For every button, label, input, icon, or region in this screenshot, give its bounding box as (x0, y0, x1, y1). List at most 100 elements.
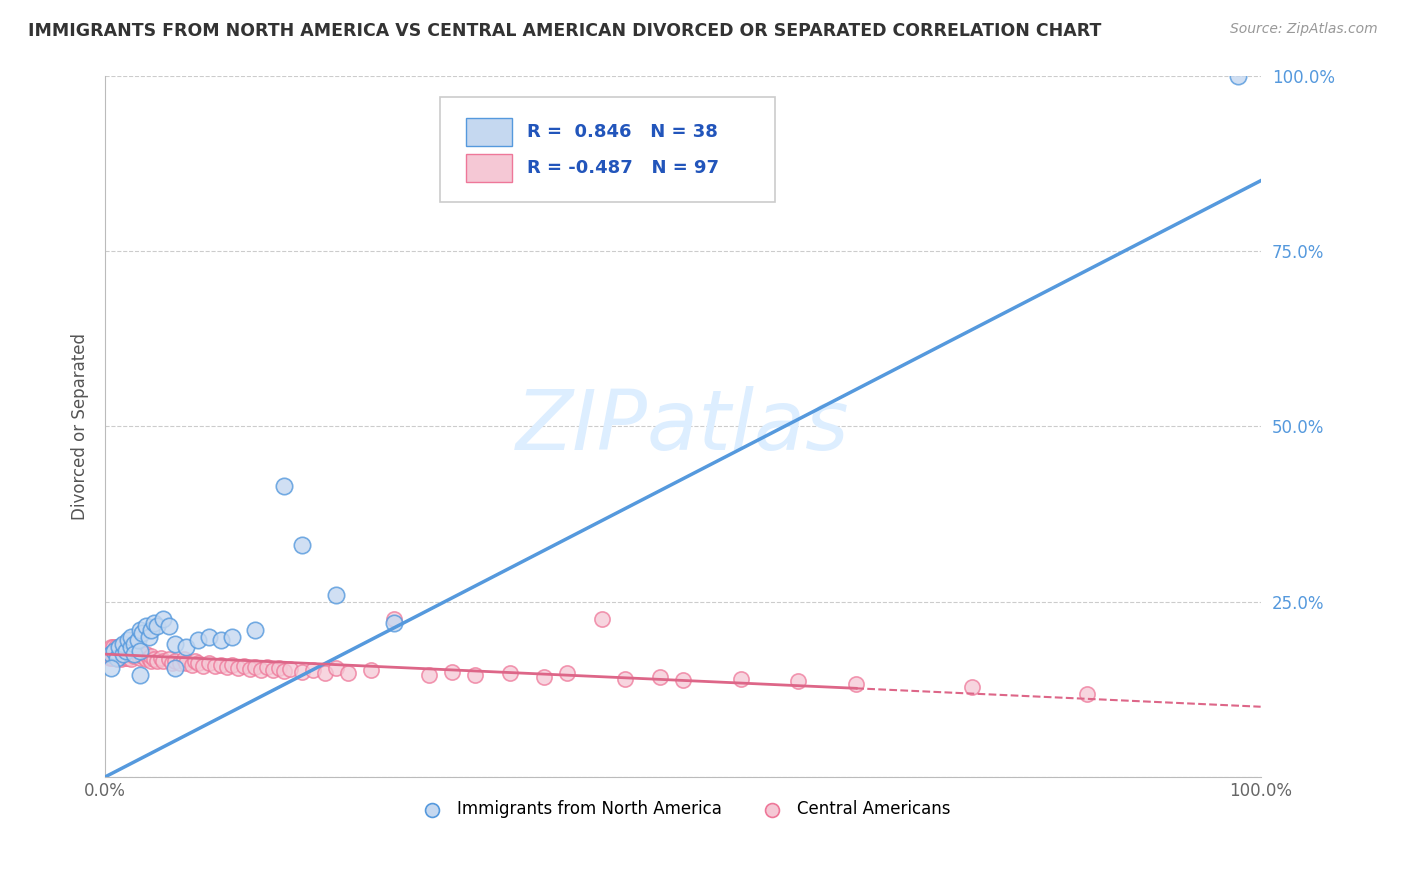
Point (336, 666, 359, 681)
Point (142, 615, 165, 630)
Point (267, 661, 290, 675)
Point (97, 643, 120, 657)
Point (180, 657, 202, 672)
Point (120, 652, 142, 666)
Point (108, 647, 131, 661)
Point (360, 663, 382, 677)
Point (131, 649, 153, 664)
Point (122, 649, 145, 664)
Point (122, 647, 145, 661)
Point (111, 640, 134, 654)
Point (135, 647, 157, 661)
Point (138, 630, 160, 644)
Text: IMMIGRANTS FROM NORTH AMERICA VS CENTRAL AMERICAN DIVORCED OR SEPARATED CORRELAT: IMMIGRANTS FROM NORTH AMERICA VS CENTRAL… (28, 22, 1101, 40)
Point (105, 642, 128, 657)
Point (498, 666, 520, 681)
Point (128, 645, 150, 659)
Point (120, 630, 142, 644)
Point (221, 657, 243, 672)
Point (127, 633, 149, 648)
Point (256, 660, 278, 674)
Point (114, 647, 136, 661)
Point (115, 642, 138, 657)
Point (291, 665, 314, 679)
FancyBboxPatch shape (465, 154, 512, 182)
Point (273, 664, 295, 678)
Point (101, 650, 124, 665)
Point (122, 637, 145, 651)
FancyBboxPatch shape (465, 118, 512, 145)
Point (131, 626, 153, 640)
Text: R =  0.846   N = 38: R = 0.846 N = 38 (527, 122, 718, 141)
Point (157, 652, 180, 666)
Point (100, 640, 122, 654)
Point (215, 660, 238, 674)
Point (209, 633, 232, 648)
Point (104, 645, 127, 659)
Point (104, 640, 127, 654)
Point (160, 657, 183, 671)
Point (142, 652, 165, 666)
Point (239, 662, 262, 676)
Point (464, 668, 486, 682)
Point (174, 640, 197, 654)
Point (262, 663, 284, 677)
Point (111, 647, 134, 661)
FancyBboxPatch shape (440, 96, 775, 202)
Point (221, 630, 243, 644)
Point (128, 668, 150, 682)
Point (100, 661, 122, 675)
Point (173, 652, 195, 666)
Point (187, 633, 209, 648)
Point (112, 643, 135, 657)
Point (111, 637, 134, 651)
Point (648, 669, 671, 683)
Point (245, 659, 267, 673)
Point (440, 665, 463, 679)
Point (157, 619, 180, 633)
Point (146, 619, 169, 633)
Point (245, 623, 267, 637)
Point (198, 656, 221, 670)
Point (325, 587, 347, 601)
Point (146, 654, 169, 668)
Point (149, 650, 172, 665)
Point (325, 661, 347, 675)
Point (960, 680, 983, 694)
Point (120, 647, 142, 661)
Point (187, 657, 209, 671)
Point (138, 650, 160, 665)
Point (115, 650, 138, 665)
Point (100, 647, 122, 661)
Point (204, 659, 226, 673)
Point (105, 647, 128, 661)
Point (209, 657, 232, 672)
Point (557, 666, 579, 681)
Point (314, 666, 336, 681)
Point (110, 650, 132, 665)
Point (382, 615, 405, 630)
Point (591, 612, 613, 626)
Point (110, 643, 132, 657)
Point (169, 657, 191, 671)
Point (250, 663, 273, 677)
Point (533, 670, 555, 684)
Point (127, 647, 149, 661)
Point (845, 677, 868, 691)
Point (163, 637, 186, 651)
Point (117, 643, 139, 657)
Point (163, 661, 186, 675)
Point (103, 649, 125, 664)
Point (108, 640, 131, 654)
Point (730, 672, 752, 686)
Point (103, 643, 125, 657)
Point (117, 633, 139, 648)
Point (122, 643, 145, 657)
Point (103, 640, 125, 654)
Point (128, 650, 150, 665)
Point (107, 643, 129, 657)
Point (135, 652, 157, 666)
Point (110, 647, 132, 661)
Point (141, 654, 163, 668)
Text: R = -0.487   N = 97: R = -0.487 N = 97 (527, 159, 718, 178)
